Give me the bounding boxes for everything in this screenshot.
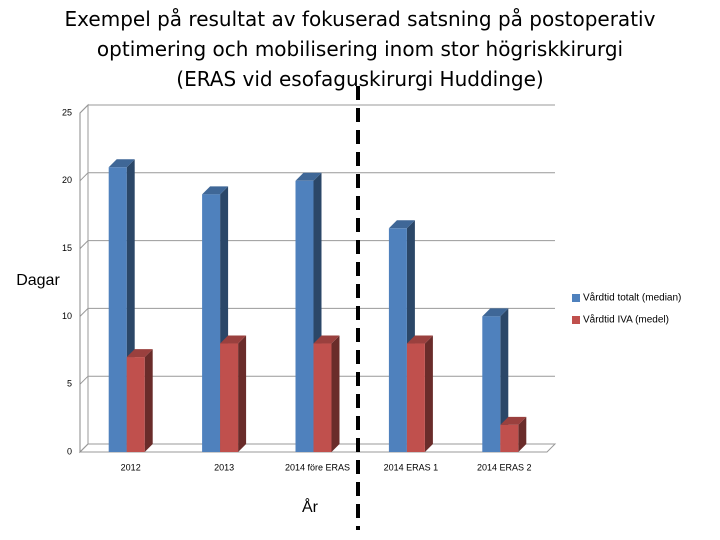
y-axis-label: Dagar (16, 272, 60, 289)
legend-label: Vårdtid totalt (median) (583, 292, 681, 304)
bar (313, 343, 332, 452)
legend-label: Vårdtid IVA (medel) (583, 314, 669, 326)
bar (202, 194, 221, 453)
grid-line (79, 172, 555, 182)
bar (220, 343, 239, 452)
bar-side (424, 335, 433, 452)
y-tick-label: 20 (62, 175, 72, 185)
bar-side (238, 335, 247, 452)
x-tick-label: 2014 ERAS 1 (384, 462, 439, 472)
legend-swatch (572, 316, 580, 324)
bar-top (295, 172, 322, 181)
chart-title: Exempel på resultat av fokuserad satsnin… (20, 4, 700, 94)
grid-line (79, 104, 555, 114)
x-tick-label: 2014 före ERAS (285, 462, 350, 472)
bar-side (144, 349, 153, 452)
bar-top (388, 220, 415, 229)
bar-side (500, 308, 509, 452)
bar (108, 167, 127, 453)
bar (295, 180, 314, 453)
bar (406, 343, 425, 452)
bar (500, 424, 519, 452)
title-line: optimering och mobilisering inom stor hö… (96, 37, 624, 61)
bar-top (406, 335, 433, 344)
x-axis-label: År (302, 497, 319, 516)
y-tick-label: 5 (67, 379, 72, 389)
bar-side (331, 335, 340, 452)
bar (482, 316, 501, 452)
bar-top (313, 335, 340, 344)
bar (126, 357, 145, 452)
y-tick-label: 15 (62, 243, 72, 253)
bar-top (220, 335, 247, 344)
back-wall (79, 103, 89, 454)
legend-swatch (572, 294, 580, 302)
title-line: Exempel på resultat av fokuserad satsnin… (64, 7, 656, 31)
y-tick-label: 25 (62, 107, 72, 117)
bar-top (482, 308, 509, 317)
bar-side (518, 416, 527, 452)
bar (388, 228, 407, 452)
x-tick-label: 2014 ERAS 2 (477, 462, 532, 472)
y-tick-label: 0 (67, 446, 72, 456)
x-tick-label: 2013 (214, 462, 234, 472)
x-tick-label: 2012 (121, 462, 141, 472)
bar-top (500, 416, 527, 425)
bar-top (126, 349, 153, 358)
y-tick-label: 10 (62, 311, 72, 321)
bar-top (202, 186, 229, 195)
bar-top (108, 159, 135, 168)
